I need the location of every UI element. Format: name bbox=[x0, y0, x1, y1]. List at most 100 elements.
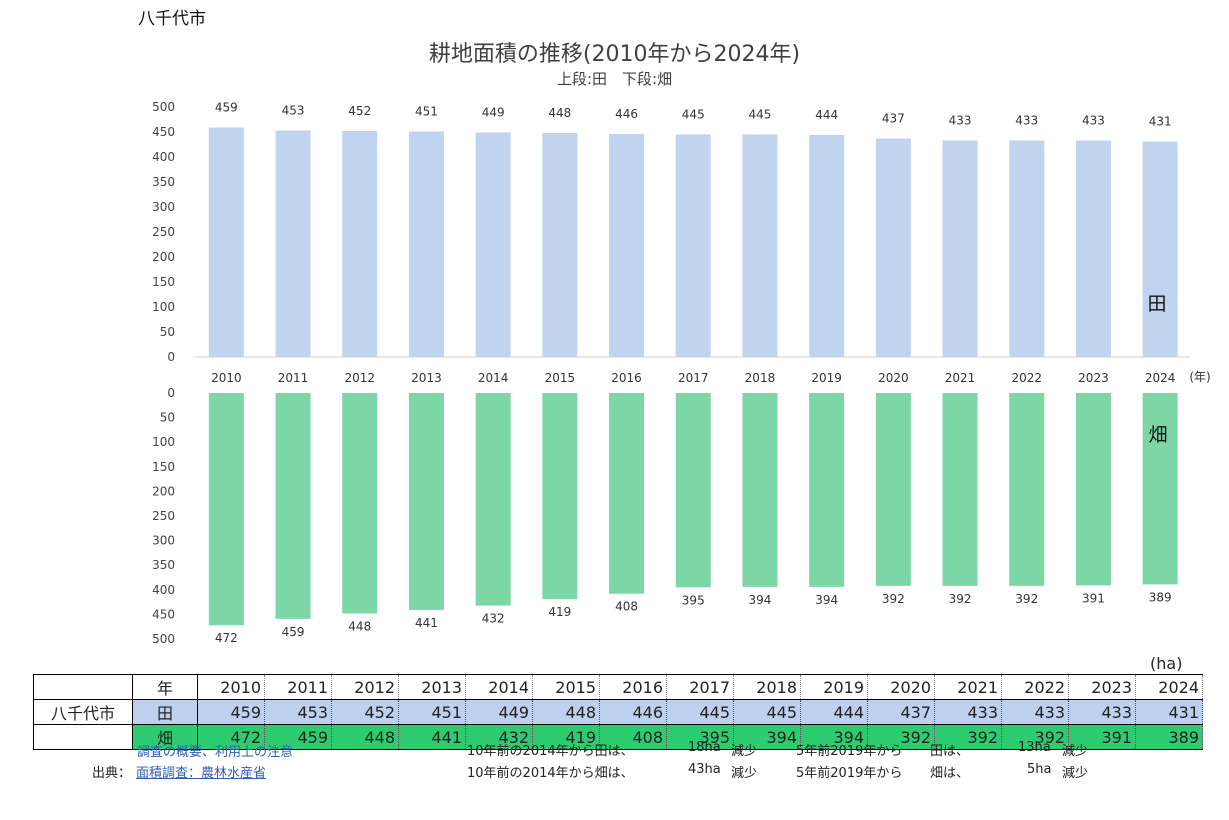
hata-bar bbox=[609, 393, 645, 594]
hata-data-label: 392 bbox=[1015, 592, 1038, 606]
top-y-tick-label: 200 bbox=[152, 250, 175, 264]
ta-bar bbox=[1142, 141, 1178, 357]
table-year-cell: 2016 bbox=[599, 674, 667, 700]
ta-data-label: 453 bbox=[282, 104, 305, 118]
ta-data-label: 452 bbox=[348, 104, 371, 118]
ta-bar bbox=[408, 131, 444, 357]
table-year-cell: 2022 bbox=[1001, 674, 1069, 700]
chart-title: 耕地面積の推移(2010年から2024年) bbox=[428, 42, 801, 67]
hata-bar bbox=[542, 393, 578, 600]
survey-overview-link[interactable]: 調査の概要、利用上の注意 bbox=[137, 745, 294, 760]
x-tick-label: 2021 bbox=[945, 371, 976, 385]
ta-data-label: 445 bbox=[682, 108, 705, 122]
table-city-label: 八千代市 bbox=[33, 699, 133, 725]
ta-data-label: 437 bbox=[882, 112, 905, 126]
hata-bar bbox=[1142, 393, 1178, 585]
hata-bar bbox=[475, 393, 511, 606]
bottom-y-tick-label: 450 bbox=[152, 607, 175, 621]
ta-data-label: 451 bbox=[415, 105, 438, 119]
bottom-y-tick-label: 400 bbox=[152, 583, 175, 597]
table-ta-cell: 449 bbox=[465, 699, 533, 725]
bottom-y-tick-label: 350 bbox=[152, 558, 175, 572]
ta-data-label: 446 bbox=[615, 107, 638, 121]
table-hata-cell: 459 bbox=[264, 724, 332, 750]
ta-data-label: 433 bbox=[1082, 114, 1105, 128]
ta-bar bbox=[542, 133, 578, 357]
table-row-hata: 畑 472 459 448 441 432 419 408 395 394 394 392 392 39… bbox=[33, 724, 1203, 750]
ta-bar bbox=[742, 134, 778, 357]
note-hata-5y-amount: 5ha bbox=[1027, 762, 1052, 777]
city-name: 八千代市 bbox=[138, 9, 206, 29]
top-y-tick-label: 0 bbox=[167, 350, 175, 364]
table-city-blank bbox=[33, 724, 133, 750]
x-tick-label: 2015 bbox=[545, 371, 576, 385]
chart-subtitle: 上段:田 下段:畑 bbox=[556, 70, 673, 88]
hata-data-label: 394 bbox=[815, 593, 838, 607]
ta-data-label: 449 bbox=[482, 106, 505, 120]
x-tick-label: 2019 bbox=[811, 371, 842, 385]
x-tick-label: 2013 bbox=[411, 371, 442, 385]
table-hata-cell: 441 bbox=[398, 724, 466, 750]
hata-bar bbox=[875, 393, 911, 586]
ta-bar bbox=[675, 134, 711, 357]
note-hata-10y: 10年前の2014年から畑は、 bbox=[467, 766, 634, 781]
bar-chart: 0 0 50 50 100 100 150 150 200 200 250 250 300 300 350 3… bbox=[152, 100, 1211, 646]
table-ta-cell: 444 bbox=[800, 699, 868, 725]
bottom-y-tick-label: 200 bbox=[152, 484, 175, 498]
note-hata-5y: 5年前2019年から bbox=[796, 766, 903, 781]
bottom-y-tick-label: 300 bbox=[152, 534, 175, 548]
ta-data-label: 445 bbox=[748, 108, 771, 122]
table-row-ta: 八千代市 田 459 453 452 451 449 448 446 445 445 444 437… bbox=[33, 699, 1203, 725]
data-table: 年 2010 2011 2012 2013 2014 2015 2016 2017 2018 20… bbox=[33, 674, 1203, 750]
table-ta-cell: 445 bbox=[733, 699, 801, 725]
hata-data-label: 394 bbox=[748, 593, 771, 607]
ta-bar bbox=[1009, 140, 1045, 357]
ta-bar bbox=[875, 138, 911, 357]
ta-bar bbox=[475, 132, 511, 357]
table-hata-cell: 448 bbox=[331, 724, 399, 750]
hata-bar bbox=[1075, 393, 1111, 586]
hata-data-label: 392 bbox=[949, 592, 972, 606]
table-ta-cell: 446 bbox=[599, 699, 667, 725]
x-tick-label: 2010 bbox=[211, 371, 242, 385]
table-hata-cell: 472 bbox=[197, 724, 265, 750]
x-tick-label: 2020 bbox=[878, 371, 909, 385]
x-tick-label: 2014 bbox=[478, 371, 509, 385]
x-tick-label: 2024 bbox=[1145, 371, 1176, 385]
hata-bar bbox=[342, 393, 378, 614]
table-hata-cell: 394 bbox=[800, 724, 868, 750]
note-ta-10y-amount: 18ha bbox=[688, 740, 721, 755]
note-ta-5y: 5年前2019年から bbox=[796, 744, 903, 759]
table-header-row: 年 2010 2011 2012 2013 2014 2015 2016 2017 2018 20… bbox=[33, 674, 1203, 700]
source-label: 出典： bbox=[92, 766, 132, 781]
note-hata-10y-amount: 43ha bbox=[688, 762, 721, 777]
hata-data-label: 459 bbox=[282, 625, 305, 639]
x-tick-label: 2018 bbox=[745, 371, 776, 385]
table-ta-cell: 459 bbox=[197, 699, 265, 725]
ta-bar bbox=[275, 130, 311, 357]
hata-bar bbox=[275, 393, 311, 619]
hata-data-label: 419 bbox=[548, 605, 571, 619]
table-ta-cell: 433 bbox=[1001, 699, 1069, 725]
note-hata-5y-decrease: 減少 bbox=[1062, 766, 1089, 781]
source-link[interactable]: 面積調査：農林水産省 bbox=[136, 766, 267, 781]
table-ta-cell: 431 bbox=[1135, 699, 1203, 725]
top-y-tick-label: 350 bbox=[152, 175, 175, 189]
x-tick-label: 2022 bbox=[1011, 371, 1042, 385]
note-ta-10y-decrease: 減少 bbox=[731, 744, 758, 759]
ta-data-label: 431 bbox=[1149, 115, 1172, 129]
ta-data-label: 433 bbox=[1015, 114, 1038, 128]
hata-bar bbox=[208, 393, 244, 626]
table-year-cell: 2018 bbox=[733, 674, 801, 700]
top-y-tick-label: 500 bbox=[152, 100, 175, 114]
table-corner bbox=[33, 674, 133, 700]
table-ta-cell: 448 bbox=[532, 699, 600, 725]
hata-data-label: 391 bbox=[1082, 591, 1105, 605]
hata-data-label: 395 bbox=[682, 593, 705, 607]
ta-bar bbox=[1075, 140, 1111, 357]
hata-data-label: 392 bbox=[882, 592, 905, 606]
year-unit-label: (年) bbox=[1189, 370, 1210, 384]
table-ta-cell: 452 bbox=[331, 699, 399, 725]
ta-bar bbox=[942, 140, 978, 357]
table-hata-cell: 419 bbox=[532, 724, 600, 750]
